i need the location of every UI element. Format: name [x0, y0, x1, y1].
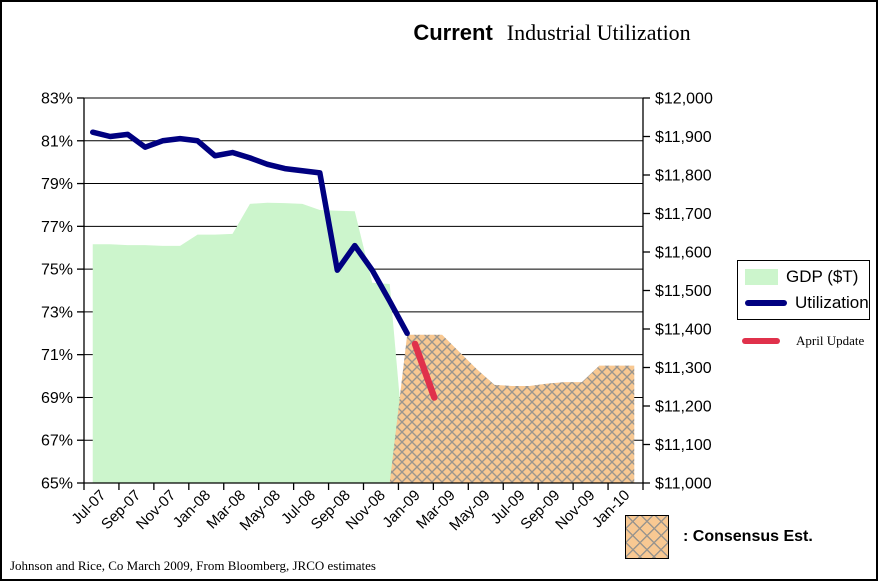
source-note: Johnson and Rice, Co March 2009, From Bl…: [10, 558, 376, 573]
svg-text:$11,200: $11,200: [655, 399, 712, 416]
chart-title-current: Current: [413, 20, 493, 45]
svg-text:Nov-08: Nov-08: [343, 487, 389, 533]
legend-item-consensus: : Consensus Est.: [625, 515, 813, 559]
svg-text:$11,600: $11,600: [655, 245, 712, 262]
svg-text:67%: 67%: [41, 433, 73, 450]
april-update-line: [411, 340, 438, 401]
svg-text:71%: 71%: [41, 347, 73, 364]
svg-text:$11,000: $11,000: [655, 476, 712, 493]
legend-item-april-update: April Update: [742, 333, 872, 349]
chart-title: Current Industrial Utilization: [413, 20, 690, 46]
gdp-area-swatch-icon: [745, 269, 778, 285]
april-update-line-swatch-icon: [742, 338, 780, 344]
gdp-area: [92, 202, 408, 483]
svg-text:65%: 65%: [41, 476, 73, 493]
svg-text:75%: 75%: [41, 262, 73, 279]
svg-text:$11,500: $11,500: [655, 283, 712, 300]
svg-text:83%: 83%: [41, 91, 73, 108]
consensus-area: [389, 334, 635, 483]
svg-text:Nov-07: Nov-07: [133, 487, 179, 533]
svg-text:$11,700: $11,700: [655, 206, 712, 223]
consensus-crosshatch-swatch-icon: [625, 515, 669, 559]
svg-text:$12,000: $12,000: [655, 91, 713, 108]
legend-gdp-label: GDP ($T): [786, 267, 859, 286]
svg-text:$11,400: $11,400: [655, 322, 712, 339]
legend-item-utilization: Utilization: [745, 293, 869, 313]
utilization-line: [89, 129, 410, 337]
legend-utilization-label: Utilization: [795, 293, 869, 312]
svg-text:79%: 79%: [41, 176, 73, 193]
svg-text:69%: 69%: [41, 390, 73, 407]
svg-text:77%: 77%: [41, 219, 73, 236]
legend-april-update-label: April Update: [796, 333, 865, 348]
svg-text:73%: 73%: [41, 304, 73, 321]
svg-text:$11,900: $11,900: [655, 129, 712, 146]
svg-text:Nov-09: Nov-09: [552, 487, 598, 533]
svg-text:$11,800: $11,800: [655, 168, 712, 185]
svg-text:$11,100: $11,100: [655, 437, 712, 454]
legend-box: GDP ($T) Utilization: [737, 260, 870, 320]
legend-item-gdp: GDP ($T): [745, 267, 869, 287]
legend-consensus-label: : Consensus Est.: [683, 528, 813, 545]
svg-text:81%: 81%: [41, 133, 73, 150]
svg-text:$11,300: $11,300: [655, 360, 712, 377]
chart-title-industrial-utilization: Industrial Utilization: [506, 20, 691, 45]
utilization-line-swatch-icon: [745, 300, 787, 306]
